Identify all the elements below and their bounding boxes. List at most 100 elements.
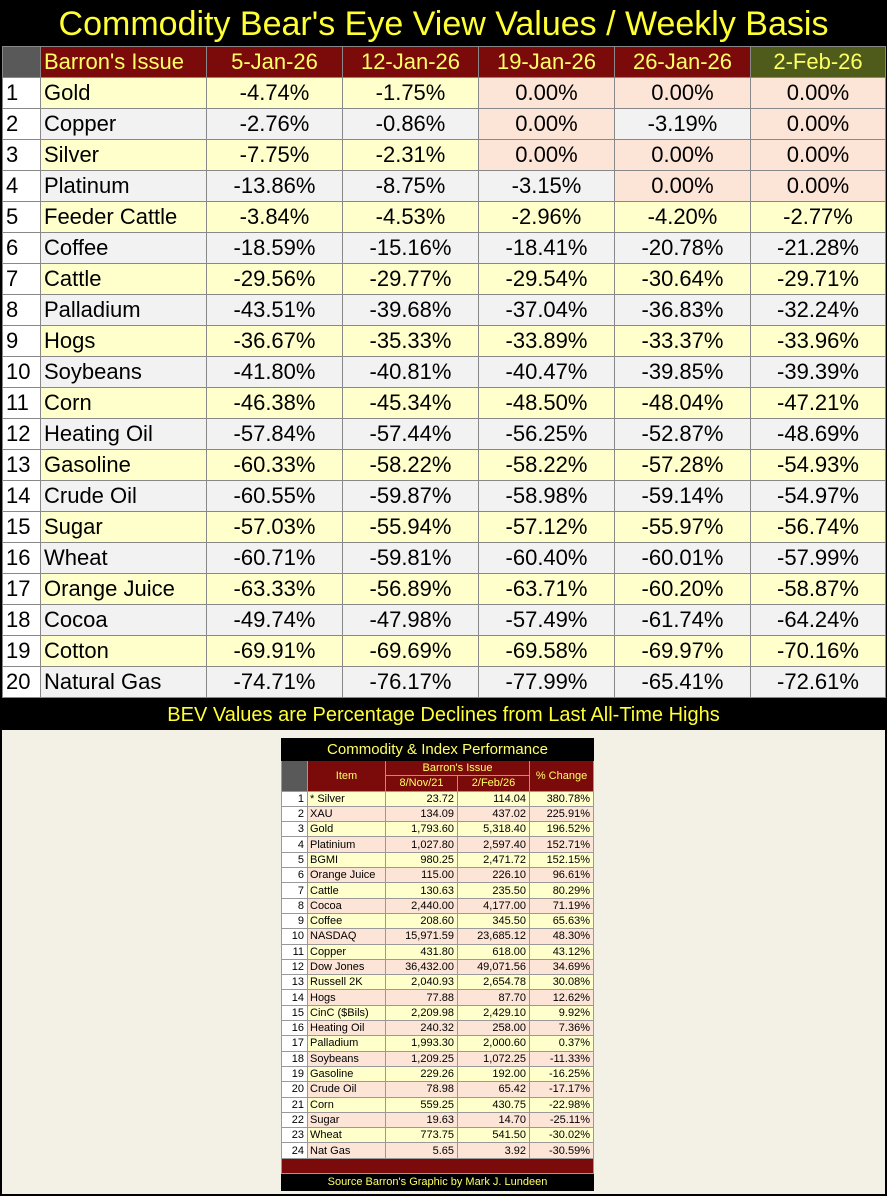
bev-row: 13 Gasoline -60.33% -58.22% -58.22% -57.28% -5… <box>2 449 886 481</box>
perf-header-row: Item Barron's Issue% Change <box>281 759 594 792</box>
perf-row: 6 Orange Juice 115.00 226.10 96.61% <box>281 867 594 884</box>
bev-value-cell: -36.67% <box>206 325 343 357</box>
perf-blank-cell <box>281 1157 594 1174</box>
bev-value-cell: -56.89% <box>342 573 479 605</box>
bev-value-cell: -57.44% <box>342 418 479 450</box>
bev-value-cell: 0.00% <box>750 77 886 109</box>
bev-row: 4 Platinum -13.86% -8.75% -3.15% 0.00% 0.00% <box>2 170 886 202</box>
perf-value-1: 208.60 <box>385 912 458 930</box>
perf-change: 7.36% <box>529 1020 594 1037</box>
perf-row-number: 18 <box>281 1050 308 1067</box>
bev-row: 1 Gold -4.74% -1.75% 0.00% 0.00% 0.00% <box>2 77 886 109</box>
perf-value-2: 258.00 <box>457 1020 530 1037</box>
perf-row-number: 13 <box>281 974 308 991</box>
bev-value-cell: -7.75% <box>206 139 343 171</box>
perf-item-name: CinC ($Bils) <box>307 1004 386 1022</box>
perf-row-number: 22 <box>281 1111 308 1129</box>
perf-footer-row: Source Barron's Graphic by Mark J. Lunde… <box>281 1172 594 1191</box>
perf-change: 30.08% <box>529 974 594 991</box>
bev-value-cell: -57.12% <box>478 511 615 543</box>
bev-commodity-name: Palladium <box>40 294 207 326</box>
perf-title: Commodity & Index Performance <box>281 738 594 761</box>
perf-row: 17 Palladium 1,993.30 2,000.60 0.37% <box>281 1035 594 1052</box>
perf-item-name: Nat Gas <box>307 1142 386 1159</box>
bev-value-cell: -29.54% <box>478 263 615 295</box>
perf-value-2: 4,177.00 <box>457 897 530 914</box>
perf-value-2: 541.50 <box>457 1127 530 1144</box>
perf-value-2: 2,000.60 <box>457 1035 530 1052</box>
perf-row: 1 * Silver 23.72 114.04 380.78% <box>281 790 594 807</box>
perf-value-2: 192.00 <box>457 1065 530 1083</box>
perf-row: 22 Sugar 19.63 14.70 -25.11% <box>281 1111 594 1129</box>
perf-row-number: 11 <box>281 943 308 960</box>
perf-value-2: 87.70 <box>457 989 530 1006</box>
bev-value-cell: -13.86% <box>206 170 343 202</box>
perf-date-2: 2/Feb/26 <box>457 775 530 792</box>
bev-value-cell: -54.97% <box>750 480 886 512</box>
bev-value-cell: -45.34% <box>342 387 479 419</box>
bev-row-number: 4 <box>2 170 41 202</box>
bev-value-cell: -58.87% <box>750 573 886 605</box>
perf-row-number: 12 <box>281 958 308 976</box>
bev-commodity-name: Silver <box>40 139 207 171</box>
perf-change: -17.17% <box>529 1081 594 1098</box>
perf-value-1: 559.25 <box>385 1096 458 1113</box>
perf-row: 4 Platinium 1,027.80 2,597.40 152.71% <box>281 836 594 853</box>
bev-value-cell: 0.00% <box>750 108 886 140</box>
bev-row: 16 Wheat -60.71% -59.81% -60.40% -60.01% -57.9… <box>2 542 886 574</box>
bev-value-cell: -49.74% <box>206 604 343 636</box>
bev-commodity-name: Crude Oil <box>40 480 207 512</box>
bev-row-number: 10 <box>2 356 41 388</box>
perf-blank-row <box>281 1157 594 1174</box>
perf-row-number: 8 <box>281 897 308 914</box>
perf-item-name: Heating Oil <box>307 1020 386 1037</box>
perf-row: 11 Copper 431.80 618.00 43.12% <box>281 943 594 960</box>
perf-value-2: 2,597.40 <box>457 836 530 853</box>
bev-value-cell: -54.93% <box>750 449 886 481</box>
bev-value-cell: -63.71% <box>478 573 615 605</box>
bev-value-cell: 0.00% <box>750 139 886 171</box>
bev-value-cell: -57.99% <box>750 542 886 574</box>
bev-value-cell: -58.22% <box>342 449 479 481</box>
perf-issue-header: Barron's Issue <box>385 759 530 777</box>
bev-commodity-name: Cattle <box>40 263 207 295</box>
perf-row: 5 BGMI 980.25 2,471.72 152.15% <box>281 851 594 869</box>
bev-header-cell: 12-Jan-26 <box>342 46 479 78</box>
bev-header-corner <box>2 46 41 78</box>
bev-row-number: 6 <box>2 232 41 264</box>
perf-date-row: 8/Nov/21 2/Feb/26 <box>282 775 594 792</box>
bev-value-cell: -60.71% <box>206 542 343 574</box>
bev-row: 2 Copper -2.76% -0.86% 0.00% -3.19% 0.00% <box>2 108 886 140</box>
perf-value-2: 49,071.56 <box>457 958 530 976</box>
bev-row-number: 19 <box>2 635 41 667</box>
perf-value-2: 1,072.25 <box>457 1050 530 1067</box>
perf-row-number: 5 <box>281 851 308 869</box>
perf-row: 7 Cattle 130.63 235.50 80.29% <box>281 882 594 899</box>
bev-value-cell: -74.71% <box>206 666 343 698</box>
bev-row-number: 17 <box>2 573 41 605</box>
perf-change: 380.78% <box>529 790 594 807</box>
perf-row-number: 14 <box>281 989 308 1006</box>
perf-header-corner <box>281 760 308 792</box>
bev-value-cell: -69.69% <box>342 635 479 667</box>
perf-row: 3 Gold 1,793.60 5,318.40 196.52% <box>281 821 594 838</box>
perf-value-2: 235.50 <box>457 882 530 899</box>
bev-value-cell: -56.74% <box>750 511 886 543</box>
perf-row: 20 Crude Oil 78.98 65.42 -17.17% <box>281 1081 594 1098</box>
bev-row: 8 Palladium -43.51% -39.68% -37.04% -36.83% -3… <box>2 294 886 326</box>
perf-value-2: 226.10 <box>457 867 530 884</box>
bev-value-cell: -55.94% <box>342 511 479 543</box>
bev-value-cell: -77.99% <box>478 666 615 698</box>
bev-row: 3 Silver -7.75% -2.31% 0.00% 0.00% 0.00% <box>2 139 886 171</box>
perf-row: 9 Coffee 208.60 345.50 65.63% <box>281 912 594 930</box>
bev-commodity-name: Hogs <box>40 325 207 357</box>
perf-value-1: 130.63 <box>385 882 458 899</box>
bev-row: 15 Sugar -57.03% -55.94% -57.12% -55.97% -56.7… <box>2 511 886 543</box>
bev-value-cell: -76.17% <box>342 666 479 698</box>
bev-value-cell: -8.75% <box>342 170 479 202</box>
bev-value-cell: -55.97% <box>614 511 751 543</box>
bev-value-cell: -33.96% <box>750 325 886 357</box>
bev-commodity-name: Wheat <box>40 542 207 574</box>
bev-value-cell: -64.24% <box>750 604 886 636</box>
bev-row: 19 Cotton -69.91% -69.69% -69.58% -69.97% -70.… <box>2 635 886 667</box>
